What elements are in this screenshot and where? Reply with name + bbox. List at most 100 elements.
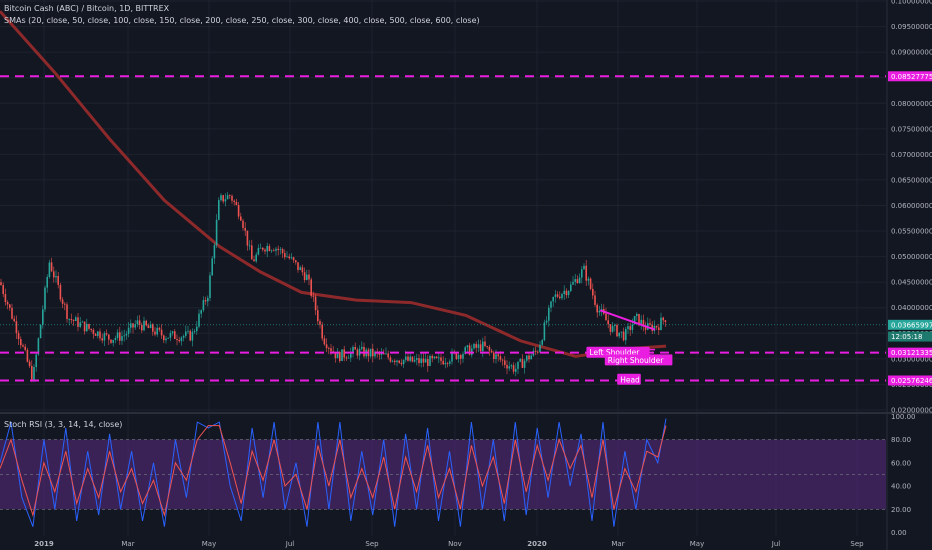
- candle-body: [418, 358, 420, 364]
- candle-body: [145, 320, 147, 326]
- candle-body: [543, 322, 546, 341]
- candle-body: [605, 313, 607, 321]
- level-label-bg: [888, 71, 932, 82]
- candle-body: [409, 356, 411, 361]
- candle-body: [343, 349, 345, 358]
- candle-body: [59, 284, 62, 300]
- candle-body: [449, 361, 451, 364]
- candle-body: [200, 310, 202, 314]
- candle-body: [83, 321, 86, 332]
- candle-body: [154, 331, 156, 335]
- candle-body: [581, 269, 583, 278]
- level-label-bg: [888, 375, 932, 386]
- candle-body: [77, 317, 79, 327]
- x-tick-label: Nov: [448, 540, 462, 548]
- candle-body: [378, 352, 381, 355]
- candle-body: [633, 316, 636, 325]
- candle-body: [143, 320, 145, 331]
- candle-body: [479, 344, 482, 352]
- candle-body: [521, 359, 524, 368]
- candle-body: [440, 357, 442, 361]
- candle-body: [620, 331, 623, 333]
- candle-body: [15, 321, 18, 334]
- candle-body: [484, 341, 486, 347]
- candle-body: [523, 360, 526, 368]
- candle-body: [354, 346, 356, 350]
- candle-body: [171, 331, 174, 334]
- candle-body: [286, 256, 288, 258]
- candle-body: [152, 324, 154, 332]
- candle-body: [528, 355, 530, 360]
- candle-body: [204, 300, 207, 302]
- candle-body: [182, 335, 185, 338]
- candle-body: [255, 254, 257, 262]
- y-tick-label: 0.10000000: [891, 0, 932, 6]
- candle-body: [578, 277, 581, 284]
- candle-body: [607, 320, 609, 325]
- candle-body: [321, 324, 323, 339]
- candle-body: [61, 299, 64, 304]
- candle-body: [545, 320, 548, 323]
- candle-body: [4, 293, 7, 303]
- candle-body: [596, 304, 598, 313]
- candle-body: [475, 343, 477, 348]
- candle-body: [314, 296, 317, 311]
- candle-body: [508, 366, 510, 369]
- candle-body: [466, 345, 469, 348]
- rsi-y-tick-label: 0.00: [891, 529, 907, 537]
- candle-body: [251, 245, 253, 260]
- candle-body: [636, 313, 638, 317]
- candle-body: [207, 297, 209, 302]
- candle-body: [39, 324, 42, 339]
- candle-body: [105, 333, 108, 335]
- candle-body: [519, 359, 521, 362]
- candle-body: [405, 356, 407, 360]
- rsi-y-tick-label: 80.00: [891, 436, 911, 444]
- candle-body: [165, 338, 167, 341]
- x-tick-label: May: [202, 540, 216, 548]
- candle-body: [48, 262, 51, 278]
- sma-line: [0, 10, 667, 358]
- candle-body: [592, 288, 594, 296]
- candle-body: [222, 195, 224, 202]
- candle-body: [336, 352, 339, 359]
- candle-body: [574, 279, 576, 282]
- candle-body: [563, 290, 565, 294]
- candle-body: [268, 246, 271, 252]
- candle-body: [380, 353, 383, 355]
- candle-body: [196, 326, 198, 332]
- candle-body: [156, 327, 158, 335]
- candle-body: [662, 317, 664, 321]
- candle-body: [31, 365, 33, 381]
- candle-body: [644, 326, 647, 330]
- y-tick-label: 0.08000000: [891, 100, 932, 108]
- candle-body: [402, 359, 405, 365]
- candle-body: [488, 346, 491, 351]
- candle-body: [248, 245, 251, 247]
- candle-body: [611, 325, 614, 332]
- candle-body: [512, 365, 515, 372]
- x-tick-label: May: [690, 540, 704, 548]
- candle-body: [341, 349, 343, 361]
- candle-body: [13, 318, 15, 322]
- y-tick-label: 0.02000000: [891, 406, 932, 414]
- candle-body: [347, 357, 350, 359]
- candle-body: [22, 345, 24, 347]
- rsi-y-tick-label: 60.00: [891, 459, 911, 467]
- candle-body: [477, 344, 480, 348]
- candle-body: [438, 357, 440, 359]
- candle-body: [112, 339, 114, 343]
- candle-body: [130, 323, 132, 328]
- stoch-d-line: [0, 425, 667, 518]
- candle-body: [26, 349, 29, 362]
- candle-body: [431, 355, 433, 359]
- candle-body: [350, 351, 352, 358]
- candle-body: [292, 257, 295, 261]
- candle-body: [185, 331, 187, 336]
- candle-body: [275, 248, 277, 251]
- candle-body: [86, 323, 88, 332]
- candle-body: [664, 320, 667, 322]
- price-label-bg: [888, 331, 932, 342]
- candle-body: [138, 320, 141, 325]
